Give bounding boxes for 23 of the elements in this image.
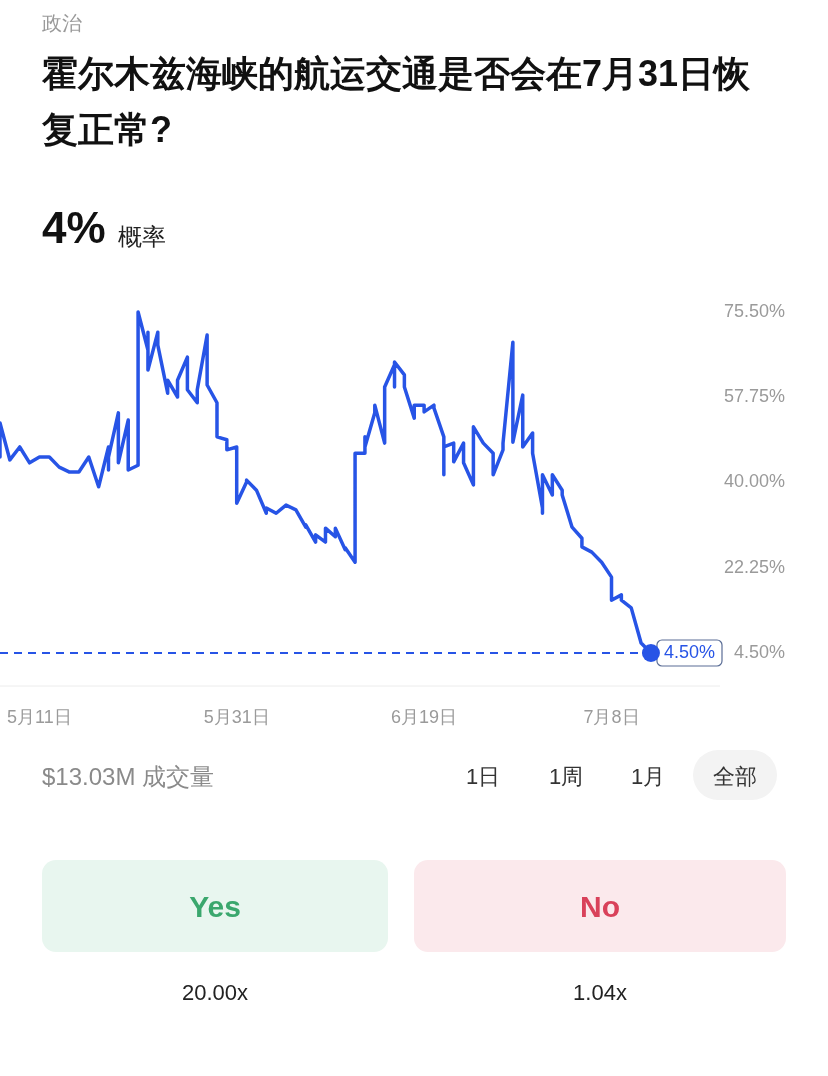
chart-subtitle: 政治 [42, 12, 82, 34]
text: 全部 [713, 764, 757, 789]
x-tick-label: 6月19日 [391, 706, 458, 727]
text: 1月 [630, 764, 666, 789]
text: 1周 [548, 764, 584, 789]
y-tick-label: 40.00% [723, 471, 785, 492]
text: 4% [42, 203, 106, 252]
y-tick-label: 22.25% [723, 556, 785, 577]
y-tick-label: 4.50% [733, 641, 785, 662]
text: 20.00x [181, 980, 249, 1005]
ref-line-label: 4.50% [663, 641, 715, 662]
x-tick-label: 5月11日 [7, 706, 72, 727]
text: No [580, 890, 620, 923]
text: 1.04x [573, 980, 627, 1005]
text: $13.03M 成交量 [42, 763, 215, 790]
text: 1日 [465, 764, 501, 789]
y-tick-label: 75.50% [723, 300, 785, 321]
y-tick-label: 57.75% [723, 386, 785, 406]
x-tick-label: 7月8日 [583, 706, 640, 727]
text: 概率 [117, 223, 166, 250]
x-tick-label: 5月31日 [203, 706, 270, 727]
text: Yes [189, 890, 241, 923]
chart-title: 霍尔木兹海峡的航运交通是否会在7月31日恢复正常? [41, 53, 752, 150]
